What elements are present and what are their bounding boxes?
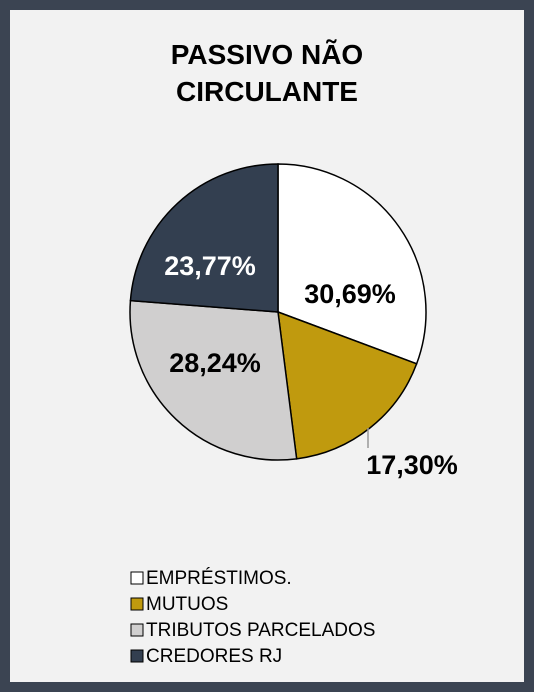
legend-label: TRIBUTOS PARCELADOS: [146, 620, 375, 641]
pie-slice: [277, 163, 427, 365]
chart-title: PASSIVO NÃO CIRCULANTE: [170, 39, 364, 107]
data-label: 30,69%: [304, 279, 396, 309]
data-label: 28,24%: [169, 348, 261, 378]
pie-slice: [129, 299, 298, 461]
legend-swatch: [130, 623, 144, 637]
data-label: 23,77%: [164, 251, 256, 281]
legend-label: EMPRÉSTIMOS.: [146, 568, 292, 589]
legend-swatch: [130, 597, 144, 611]
legend-swatch: [130, 649, 144, 663]
data-label: 17,30%: [366, 450, 458, 480]
legend-label: MUTUOS: [146, 594, 228, 615]
pie-slice: [277, 310, 418, 460]
pie-slice: [129, 163, 279, 313]
chart: 30,69% 17,30% 28,24% 23,77% EMPRÉSTIMOS. MUTU…: [129, 163, 458, 667]
legend-swatch: [130, 571, 144, 585]
legend-label: CREDORES RJ: [146, 646, 282, 667]
